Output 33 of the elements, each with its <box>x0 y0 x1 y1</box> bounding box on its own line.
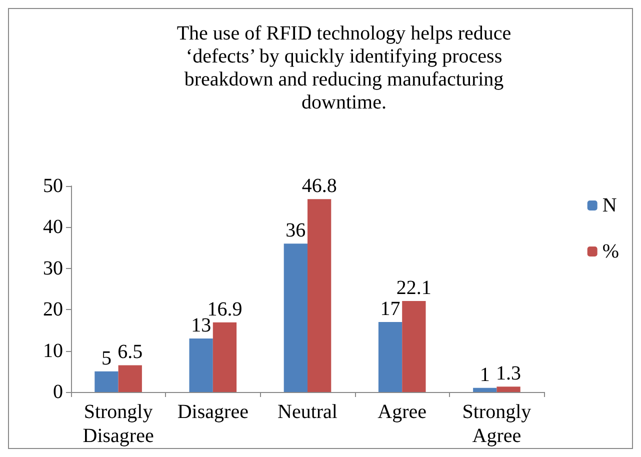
bar <box>284 244 308 392</box>
y-tick-label: 50 <box>43 175 63 197</box>
data-label: 36 <box>286 220 306 242</box>
bar <box>94 371 118 392</box>
bar <box>473 388 497 392</box>
y-tick-label: 30 <box>43 257 63 280</box>
data-label: 13 <box>191 314 212 336</box>
legend-label: % <box>602 240 620 262</box>
data-label: 22.1 <box>396 276 432 299</box>
data-label: 5 <box>101 347 112 370</box>
y-tick-label: 20 <box>43 298 63 321</box>
bar <box>212 322 237 392</box>
chart-title: The use of RFID technology helps reduce ‘defects’ by quickly identifying process breakdown and reducing manufacturing downtime. <box>176 22 512 114</box>
data-label: 17 <box>380 298 400 320</box>
data-label: 1.3 <box>496 362 522 385</box>
data-label: 1 <box>480 364 490 386</box>
bar <box>308 199 332 392</box>
x-tick-label: Strongly Disagree <box>82 401 154 447</box>
x-tick-label: Neutral <box>278 401 338 423</box>
y-tick-label: 40 <box>43 216 63 238</box>
bar <box>378 322 402 392</box>
y-tick-label: 0 <box>53 381 63 403</box>
x-tick-label: Agree <box>378 401 427 423</box>
data-label: 6.5 <box>118 341 143 364</box>
y-tick-label: 10 <box>43 340 63 362</box>
legend-label: N <box>602 194 617 216</box>
x-tick-label: Disagree <box>177 401 249 423</box>
x-tick-label: Strongly Agree <box>462 401 532 447</box>
bar <box>189 338 213 392</box>
bar <box>402 300 426 392</box>
data-label: 46.8 <box>302 175 337 198</box>
bar <box>118 365 142 392</box>
bar <box>496 386 520 392</box>
